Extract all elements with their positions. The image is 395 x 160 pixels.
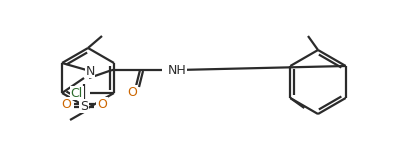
Text: S: S — [80, 100, 88, 112]
Text: NH: NH — [168, 64, 187, 76]
Text: O: O — [61, 97, 71, 111]
Text: O: O — [127, 85, 137, 99]
Text: N: N — [85, 64, 95, 77]
Text: O: O — [97, 97, 107, 111]
Text: Cl: Cl — [71, 87, 83, 100]
